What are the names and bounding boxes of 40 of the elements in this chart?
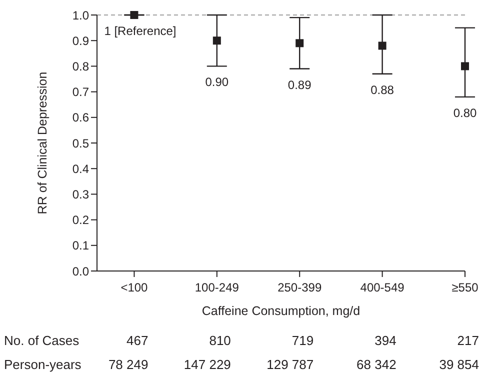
text: 217 [457, 333, 479, 348]
y-tick-label: 0.2 [72, 213, 90, 228]
text: 129 787 [266, 357, 314, 372]
point [378, 42, 386, 50]
y-tick-label: 1.0 [72, 8, 90, 22]
text: No. of Cases [4, 333, 80, 348]
point [212, 36, 221, 45]
y-tick-label: 0.6 [72, 110, 90, 125]
y-tick-label: 0.8 [72, 59, 90, 74]
text: 78 249 [108, 357, 148, 372]
text: Person-years [4, 357, 82, 372]
data-label: 0.88 [370, 82, 394, 97]
text: 394 [374, 333, 396, 348]
y-tick-label: 0.9 [72, 34, 90, 48]
x-tick-label: 100-249 [194, 280, 240, 295]
text: 719 [292, 333, 314, 348]
y-tick-label: 0.4 [72, 162, 90, 176]
data-label: 0.89 [288, 78, 312, 92]
data-label: 0.80 [453, 106, 477, 120]
point [296, 39, 304, 48]
x-tick-label: 400-549 [360, 280, 405, 295]
data-label: 1 [Reference] [104, 24, 176, 38]
y-tick-label: 0.5 [72, 136, 90, 150]
x-tick-label: 250-399 [278, 280, 322, 295]
text: 467 [126, 333, 148, 348]
text: 147 229 [184, 357, 231, 372]
x-tick-label: <100 [120, 280, 148, 295]
text: 39 854 [439, 357, 479, 372]
point [461, 62, 469, 70]
x-tick-label: ≥550 [452, 280, 479, 295]
y-tick-label: 0.7 [72, 85, 90, 100]
y-tick-label: 0.3 [72, 187, 90, 202]
y-tick-label: 0.0 [72, 264, 90, 278]
x-axis-title: Caffeine Consumption, mg/d [202, 304, 360, 318]
point [130, 11, 138, 19]
y-tick-label: 0.1 [72, 238, 90, 253]
y-axis-title: RR of Clinical Depression [35, 72, 50, 214]
text: 68 342 [356, 357, 396, 372]
data-label: 0.90 [205, 75, 229, 90]
text: 810 [209, 333, 231, 348]
